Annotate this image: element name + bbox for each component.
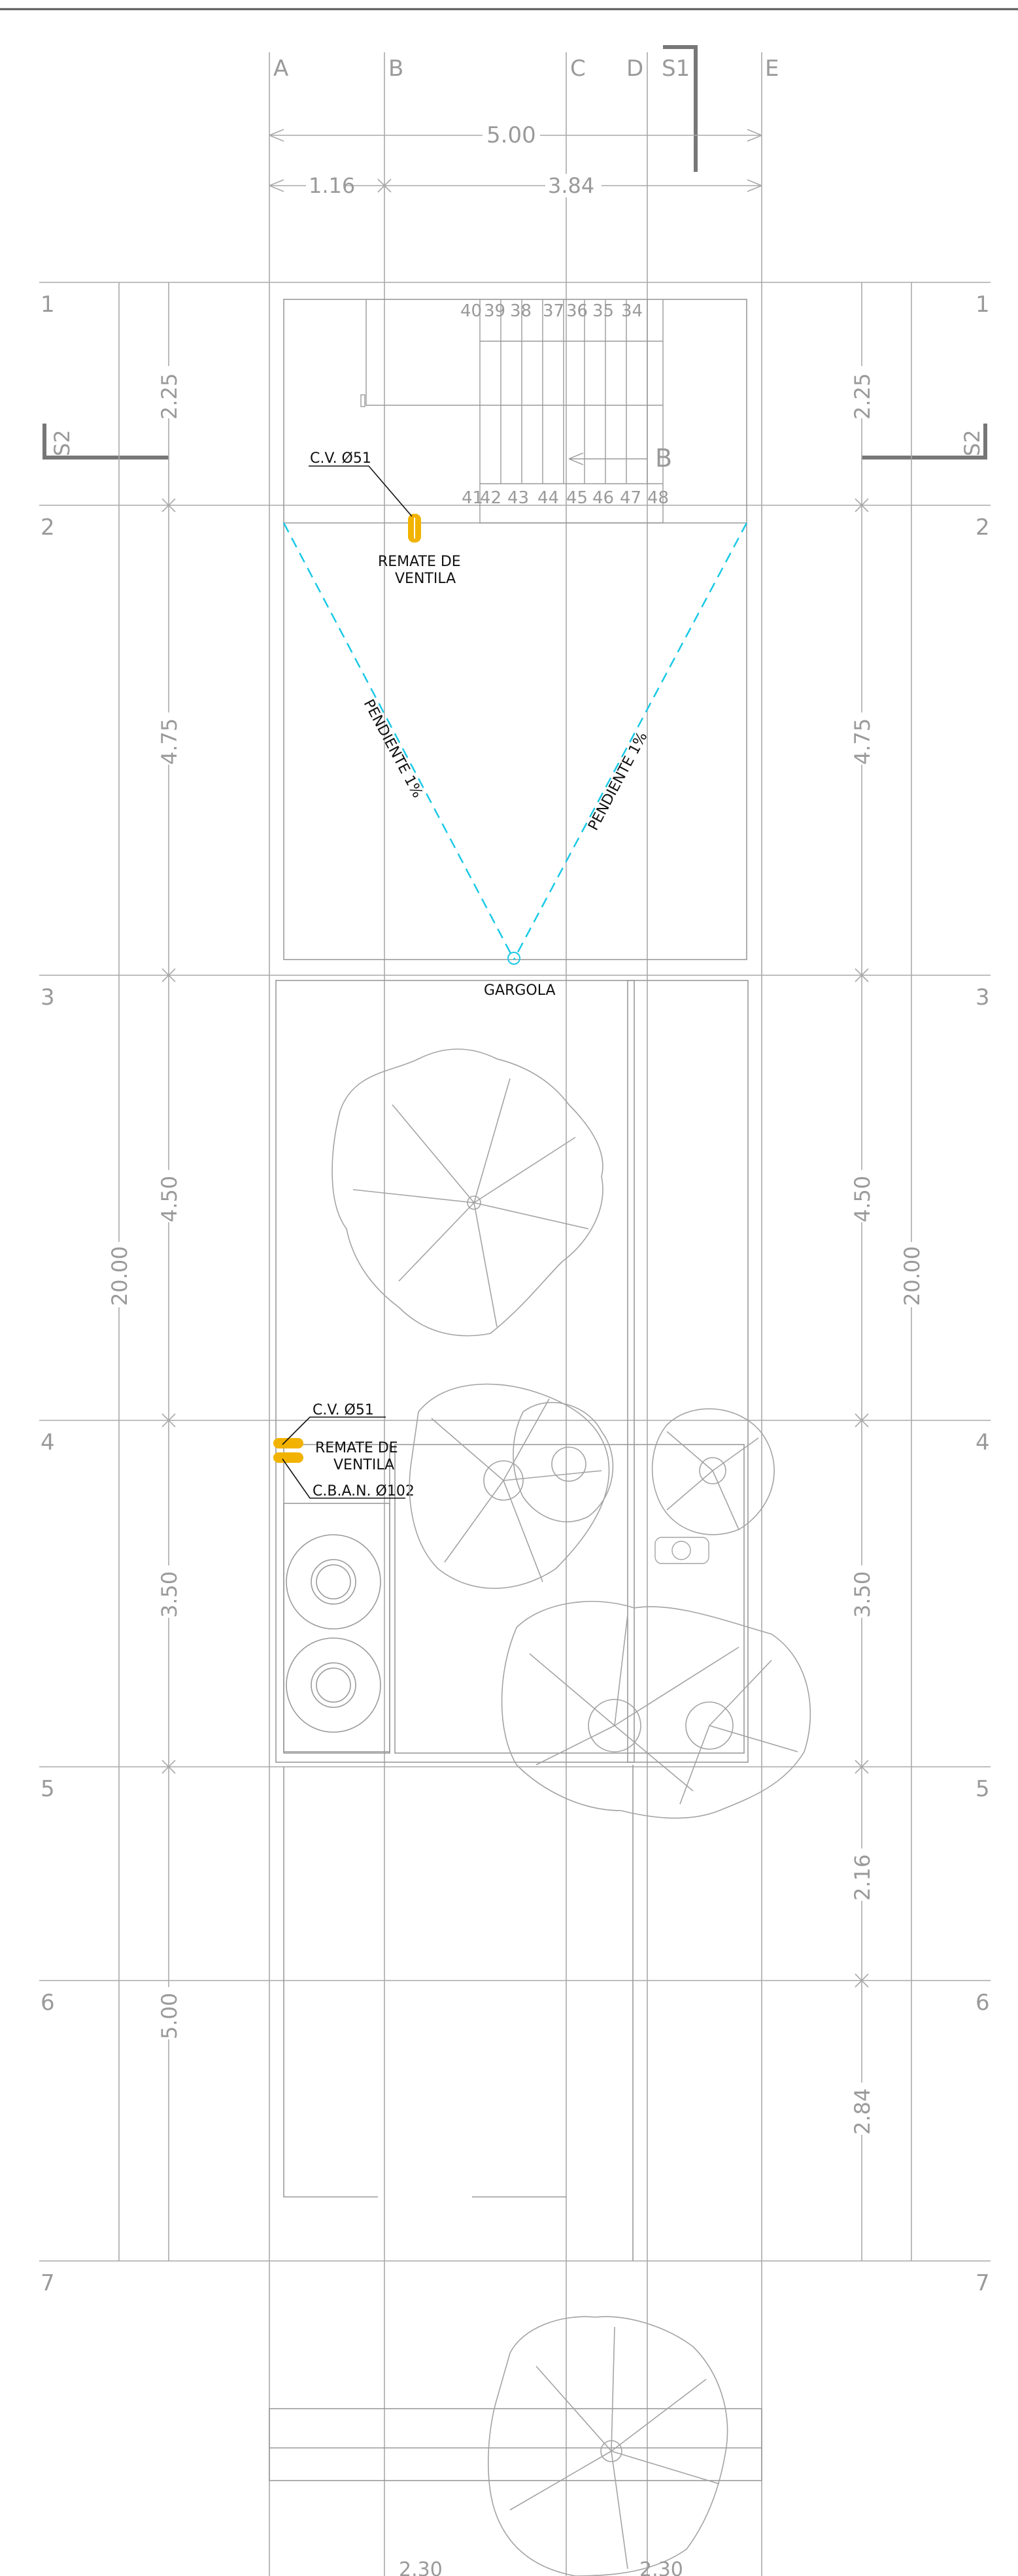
row-label-1-left: 1: [41, 292, 55, 318]
dim-left-2: 4.75: [157, 718, 182, 765]
step-44: 44: [537, 488, 559, 508]
remate-top-line1: REMATE DE: [378, 554, 461, 570]
dim-right-6: 2.84: [850, 2088, 875, 2135]
section-marker-s1: [663, 45, 698, 172]
dim-text-bg-ab: [306, 174, 347, 197]
dim-text-bg-total: [483, 123, 540, 146]
tree-bottom-icon: [488, 2316, 728, 2576]
step-34: 34: [621, 301, 643, 321]
dim-right-4: 3.50: [850, 1571, 875, 1618]
row-axis-lines: [39, 282, 991, 2262]
column-axis-lines: [269, 52, 762, 2576]
stair-step-numbers: 40 39 38 37 36 35 34 41 42 43 44 45 46 4…: [460, 301, 669, 508]
staircase: [360, 299, 664, 524]
cv-mid-label: C.V. Ø51: [313, 1402, 374, 1418]
water-tanks-icon: [283, 1503, 390, 1752]
row-label-2-right: 2: [976, 514, 990, 541]
section-marker-s2-right: [862, 424, 987, 460]
bottom-dims: 2.30 2.30: [399, 2558, 683, 2576]
cv-top-label: C.V. Ø51: [310, 450, 371, 467]
gargola-label: GARGOLA: [484, 982, 556, 999]
vent-pipe-mid-icon: [273, 1438, 303, 1463]
dim-bottom-1: 2.30: [399, 2558, 443, 2576]
row-label-6-left: 6: [41, 1990, 55, 2016]
dim-left-3: 4.50: [157, 1176, 182, 1222]
pendiente-label-left: PENDIENTE 1%: [360, 697, 426, 801]
row-label-4-left: 4: [41, 1430, 55, 1456]
dim-left-4: 3.50: [157, 1571, 182, 1618]
roof-slope-lines: [282, 522, 748, 960]
dim-width-a-b: 1.16: [309, 173, 355, 198]
vertical-dim-labels: 2.25 4.75 4.50 3.50 5.00 20.00 2.25 4.75…: [105, 366, 926, 2135]
axis-label-s1: S1: [662, 56, 690, 82]
dim-width-b-e: 3.84: [548, 173, 594, 198]
building-outlines: [269, 299, 762, 2481]
dim-total-length-left: 20.00: [107, 1246, 132, 1306]
axis-label-e: E: [765, 56, 779, 82]
dim-left-5: 5.00: [157, 1993, 182, 2039]
row-label-2-left: 2: [41, 514, 55, 541]
tree-large-icon: [331, 1048, 603, 1337]
axis-label-a: A: [273, 56, 288, 82]
step-48: 48: [647, 488, 669, 508]
leader-cv-mid: [282, 1416, 386, 1445]
row-label-5-left: 5: [41, 1776, 55, 1802]
step-38: 38: [510, 301, 532, 321]
step-42: 42: [480, 488, 501, 508]
dim-left-1: 2.25: [157, 373, 182, 420]
step-36: 36: [566, 301, 588, 321]
step-37: 37: [543, 301, 564, 321]
dim-total-width: 5.00: [486, 122, 536, 148]
step-45: 45: [566, 488, 588, 508]
leader-cban: [282, 1458, 405, 1499]
dim-bottom-2: 2.30: [639, 2558, 683, 2576]
row-label-3-left: 3: [41, 984, 55, 1011]
gargola-drain-icon: [507, 952, 520, 965]
dim-right-2: 4.75: [850, 718, 875, 765]
row-label-7-right: 7: [976, 2270, 990, 2296]
remate-mid-line2: VENTILA: [333, 1457, 394, 1473]
leader-cv-top: [309, 465, 413, 517]
step-40: 40: [460, 301, 482, 321]
stair-direction-label: B: [655, 444, 672, 473]
dim-right-1: 2.25: [850, 373, 875, 420]
pendiente-label-right: PENDIENTE 1%: [585, 729, 651, 833]
row-labels: 1 1 2 2 3 3 4 4 5 5 6 6 7 7: [41, 292, 990, 2296]
row-label-1-right: 1: [976, 292, 990, 318]
row-label-4-right: 4: [976, 1430, 990, 1456]
vertical-dimensions: [118, 282, 912, 2261]
step-41: 41: [462, 488, 483, 508]
section-label-s2-left: S2: [50, 429, 75, 456]
step-39: 39: [484, 301, 505, 321]
section-marker-s2-left: [42, 424, 169, 460]
dim-right-5: 2.16: [850, 1854, 875, 1901]
tree-cluster-icon: [409, 1383, 811, 1819]
bench-icon: [654, 1537, 709, 1564]
remate-top-line2: VENTILA: [395, 571, 456, 587]
axis-label-d: D: [626, 56, 643, 82]
row-label-7-left: 7: [41, 2270, 55, 2296]
cban-label: C.B.A.N. Ø102: [313, 1483, 415, 1499]
remate-mid-line1: REMATE DE: [315, 1440, 398, 1456]
axis-label-c: C: [570, 56, 586, 82]
axis-label-b: B: [388, 56, 403, 82]
step-47: 47: [620, 488, 641, 508]
dim-text-bg-be: [545, 174, 602, 197]
section-label-s2-right: S2: [960, 429, 985, 456]
column-labels: A B C D S1 E: [273, 56, 779, 82]
dim-total-length-right: 20.00: [900, 1246, 925, 1306]
row-label-6-right: 6: [976, 1990, 990, 2016]
step-35: 35: [592, 301, 614, 321]
step-43: 43: [507, 488, 529, 508]
row-label-5-right: 5: [976, 1776, 990, 1802]
row-label-3-right: 3: [976, 984, 990, 1011]
step-46: 46: [592, 488, 614, 508]
vent-pipe-top-icon: [408, 514, 421, 543]
dim-right-3: 4.50: [850, 1176, 875, 1222]
